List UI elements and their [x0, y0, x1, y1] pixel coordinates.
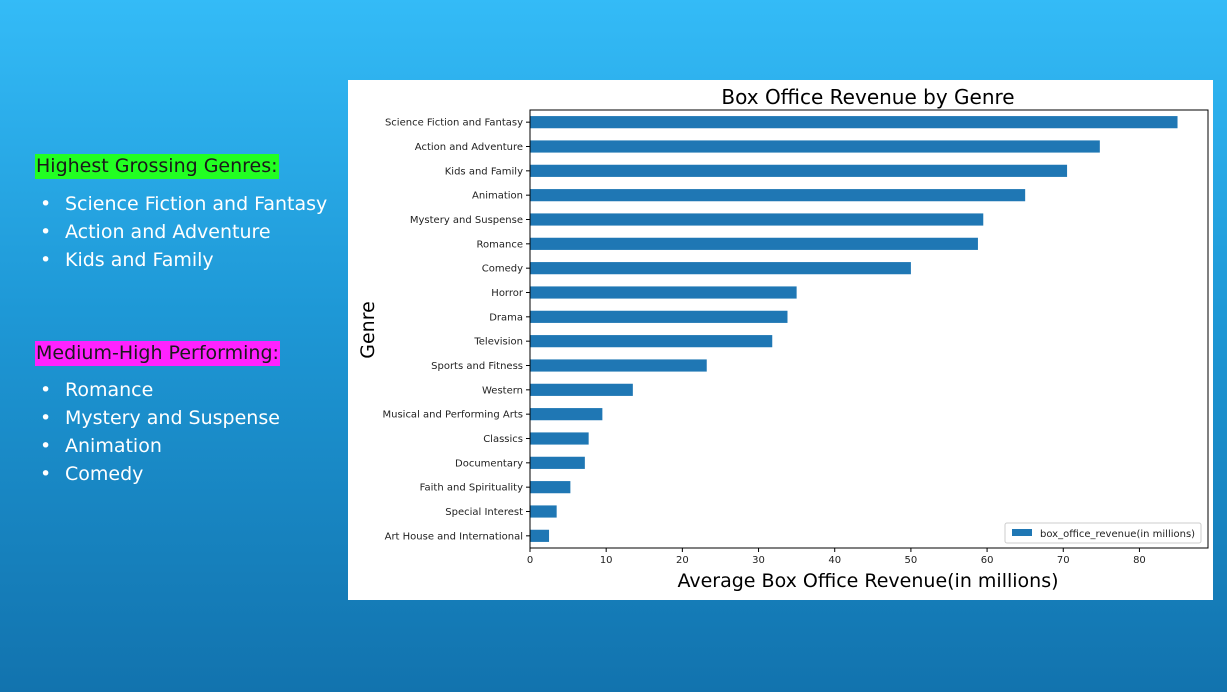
bar-science-fiction-and-fantasy [530, 116, 1178, 129]
y-tick-label: Drama [489, 312, 523, 323]
list-item: • Comedy [38, 460, 280, 488]
y-tick-label: Sports and Fitness [431, 361, 523, 372]
bullet-icon: • [40, 435, 52, 457]
left-panel: Highest Grossing Genres: • Science Fictio… [0, 0, 340, 692]
x-ticks-group: 0 10 20 30 40 50 60 70 80 [527, 548, 1146, 566]
bar-classics [530, 432, 589, 445]
list-item-label: Mystery and Suspense [65, 407, 280, 429]
medium-high-list: • Romance • Mystery and Suspense • Animatio… [38, 376, 280, 488]
x-tick-label: 0 [527, 555, 533, 566]
x-tick-label: 40 [828, 555, 841, 566]
highest-grossing-heading: Highest Grossing Genres: [35, 154, 279, 179]
bar-musical-and-performing-arts [530, 408, 603, 421]
bullet-icon: • [40, 221, 52, 243]
bullet-icon: • [40, 193, 52, 215]
legend-swatch [1012, 529, 1032, 536]
y-tick-label: Documentary [455, 458, 523, 469]
chart-panel: Box Office Revenue by Genre Average Box … [348, 80, 1213, 600]
y-tick-label: Action and Adventure [415, 142, 523, 153]
bar-action-and-adventure [530, 140, 1100, 153]
y-tick-label: Animation [472, 191, 523, 202]
bullet-icon: • [40, 249, 52, 271]
bar-kids-and-family [530, 164, 1068, 177]
bar-television [530, 335, 773, 348]
bar-faith-and-spirituality [530, 481, 571, 494]
x-axis-title: Average Box Office Revenue(in millions) [677, 570, 1058, 592]
list-item-label: Animation [65, 435, 162, 457]
bar-sports-and-fitness [530, 359, 707, 372]
list-item-label: Action and Adventure [65, 221, 271, 243]
list-item: • Kids and Family [38, 246, 327, 274]
legend-label: box_office_revenue(in millions) [1040, 529, 1195, 540]
bar-drama [530, 310, 788, 323]
x-tick-label: 20 [676, 555, 689, 566]
list-item-label: Comedy [65, 463, 144, 485]
plot-frame [529, 109, 1209, 549]
bar-romance [530, 237, 978, 250]
box-office-bar-chart: Box Office Revenue by Genre Average Box … [357, 85, 1209, 592]
x-tick-label: 30 [752, 555, 765, 566]
list-item: • Mystery and Suspense [38, 404, 280, 432]
y-tick-label: Kids and Family [445, 166, 523, 177]
list-item-label: Kids and Family [65, 249, 214, 271]
y-tick-label: Art House and International [385, 531, 523, 542]
y-tick-label: Classics [483, 434, 523, 445]
list-item: • Animation [38, 432, 280, 460]
y-tick-label: Faith and Spirituality [420, 483, 523, 494]
bar-horror [530, 286, 797, 299]
x-tick-label: 80 [1133, 555, 1146, 566]
y-tick-label: Musical and Performing Arts [382, 410, 523, 421]
y-tick-label: Horror [491, 288, 524, 299]
bar-western [530, 383, 633, 396]
bullet-icon: • [40, 407, 52, 429]
chart-title: Box Office Revenue by Genre [721, 85, 1014, 109]
y-tick-label: Mystery and Suspense [410, 215, 523, 226]
y-tick-label: Western [482, 385, 523, 396]
x-tick-label: 10 [600, 555, 613, 566]
x-tick-label: 70 [1057, 555, 1070, 566]
bar-special-interest [530, 505, 557, 518]
list-item-label: Romance [65, 379, 154, 401]
y-tick-label: Comedy [482, 264, 523, 275]
bars-group [530, 116, 1178, 542]
y-tick-label: Special Interest [445, 507, 523, 518]
bullet-icon: • [40, 379, 52, 401]
bar-mystery-and-suspense [530, 213, 984, 226]
bar-documentary [530, 456, 585, 469]
list-item: • Romance [38, 376, 280, 404]
chart-legend: box_office_revenue(in millions) [1004, 522, 1202, 544]
y-tick-label: Romance [477, 239, 523, 250]
legend-box [1004, 522, 1202, 544]
list-item: • Science Fiction and Fantasy [38, 190, 327, 218]
list-item-label: Science Fiction and Fantasy [65, 193, 328, 215]
list-item: • Action and Adventure [38, 218, 327, 246]
highest-grossing-list: • Science Fiction and Fantasy • Action and… [38, 190, 327, 274]
x-tick-label: 60 [981, 555, 994, 566]
bullet-icon: • [40, 463, 52, 485]
y-tick-label: Science Fiction and Fantasy [385, 118, 523, 129]
x-tick-label: 50 [905, 555, 918, 566]
bar-art-house-and-international [530, 529, 550, 542]
medium-high-heading: Medium-High Performing: [35, 341, 280, 366]
bar-comedy [530, 262, 911, 275]
y-ticks-group: Science Fiction and Fantasy Action and Ad… [382, 118, 530, 542]
y-axis-title: Genre [357, 301, 379, 359]
y-tick-label: Television [473, 337, 523, 348]
bar-animation [530, 189, 1026, 202]
